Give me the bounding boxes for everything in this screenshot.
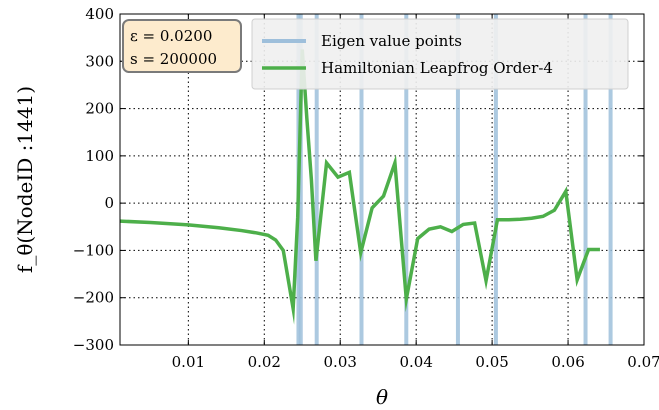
series-line <box>119 49 600 325</box>
param-epsilon: ε = 0.0200 <box>130 27 212 45</box>
params-box-background <box>122 19 242 73</box>
x-tick-label: 0.03 <box>324 353 357 371</box>
plot-frame <box>119 13 645 346</box>
y-tick-label: 300 <box>85 52 114 70</box>
x-tick-label: 0.06 <box>551 353 584 371</box>
legend: Eigen value points Hamiltonian Leapfrog … <box>251 18 629 90</box>
legend-series-label: Hamiltonian Leapfrog Order-4 <box>321 59 553 77</box>
params-box: ε = 0.0200 s = 200000 <box>122 19 242 73</box>
axis-ticks: 0.01 0.02 0.03 0.04 0.05 0.06 0.07 −300 −200 −100… <box>73 5 659 371</box>
y-tick-label: −300 <box>73 336 114 354</box>
y-tick-label: −100 <box>73 241 114 259</box>
x-tick-label: 0.07 <box>627 353 659 371</box>
y-tick-label: −200 <box>73 289 114 307</box>
legend-eigen-label: Eigen value points <box>321 32 462 50</box>
y-tick-label: 400 <box>85 5 114 23</box>
x-tick-label: 0.02 <box>248 353 281 371</box>
y-tick-label: 200 <box>85 100 114 118</box>
x-tick-label: 0.05 <box>475 353 508 371</box>
param-s: s = 200000 <box>130 50 217 68</box>
series-lines <box>119 49 600 325</box>
y-tick-label: 0 <box>104 194 114 212</box>
x-tick-label: 0.01 <box>172 353 205 371</box>
legend-box <box>251 18 629 90</box>
y-tick-label: 100 <box>85 147 114 165</box>
y-axis-label: f_θ(NodeID :1441) <box>13 86 37 273</box>
x-axis-label: θ <box>376 385 388 409</box>
x-tick-label: 0.04 <box>399 353 432 371</box>
